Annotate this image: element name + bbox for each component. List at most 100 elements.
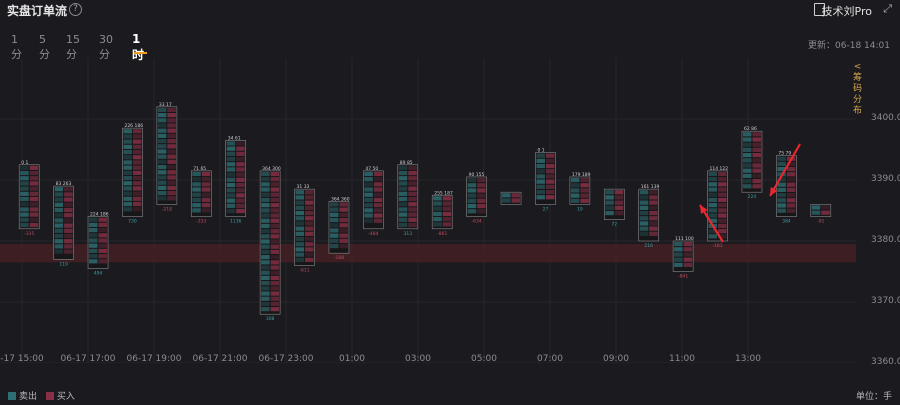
buy-volume-cell — [545, 189, 555, 195]
sell-volume-cell — [295, 221, 305, 226]
candle-delta-label: 72 — [611, 222, 617, 228]
buy-volume-cell — [339, 228, 348, 233]
sell-volume-cell — [467, 183, 477, 188]
sell-volume-cell — [708, 213, 718, 218]
buy-volume-cell — [29, 191, 39, 196]
x-axis-label: -17 15:00 — [0, 354, 44, 363]
buy-volume-cell — [752, 153, 761, 158]
buy-volume-cell — [236, 203, 245, 208]
chip-distribution-tab[interactable]: < 筹 码 分 布 — [852, 62, 863, 117]
buy-volume-cell — [614, 200, 624, 205]
buy-volume-cell — [201, 197, 211, 203]
buy-volume-cell — [270, 255, 280, 260]
candle-top-label: 226 186 — [124, 123, 143, 129]
sell-volume-cell — [295, 200, 305, 205]
tab-5min[interactable]: 5分 — [39, 33, 50, 61]
sell-volume-cell — [261, 291, 270, 296]
buy-volume-cell — [614, 210, 624, 216]
sell-volume-cell — [639, 231, 649, 236]
buy-volume-cell — [477, 193, 486, 198]
footprint-chart[interactable]: 0 1 -335 83 263 119 224 186 494 226 186 730 33 1… — [0, 58, 856, 363]
x-axis-label: 01:00 — [339, 354, 365, 363]
buy-volume-cell — [477, 198, 486, 203]
buy-volume-cell — [408, 217, 417, 222]
sell-volume-cell — [639, 205, 649, 210]
buy-volume-cell — [64, 202, 73, 207]
buy-volume-cell — [408, 202, 417, 207]
buy-volume-cell — [132, 191, 142, 196]
sell-volume-cell — [123, 196, 132, 201]
buy-volume-cell — [64, 187, 73, 192]
sell-volume-cell — [536, 184, 545, 189]
buy-volume-cell — [718, 182, 727, 187]
expand-icon[interactable]: ⤢ — [883, 2, 892, 15]
buy-volume-cell — [98, 217, 108, 222]
buy-volume-cell — [132, 160, 142, 165]
buy-volume-cell — [545, 174, 555, 179]
side-tab-char: 码 — [852, 84, 862, 94]
buy-volume-cell — [752, 173, 761, 178]
buy-volume-cell — [236, 162, 245, 167]
sell-volume-cell — [20, 186, 29, 191]
sell-volume-cell — [708, 229, 718, 234]
sell-volume-cell — [364, 192, 373, 197]
candle-top-label: 364 300 — [262, 166, 281, 172]
sell-volume-cell — [89, 259, 98, 264]
sell-volume-cell — [777, 208, 786, 213]
buy-volume-cell — [167, 180, 176, 185]
tab-1hour[interactable]: 1时 — [132, 32, 145, 62]
candle-delta-label: -841 — [678, 274, 688, 280]
candle-top-label: 33 17 — [159, 102, 172, 108]
sell-volume-cell — [742, 168, 752, 173]
sell-volume-cell — [364, 197, 373, 203]
sell-volume-cell — [467, 198, 477, 203]
sell-volume-cell — [536, 174, 545, 179]
sell-volume-cell — [708, 218, 718, 223]
buy-volume-cell — [167, 107, 176, 112]
price-band — [0, 244, 856, 263]
sell-volume-cell — [54, 213, 64, 218]
buy-volume-cell — [786, 167, 796, 172]
annotation-arrow-head — [770, 187, 778, 196]
pro-link[interactable]: 技术刘Pro — [821, 5, 872, 18]
buy-volume-cell — [752, 158, 761, 163]
sell-volume-cell — [639, 216, 649, 221]
sell-volume-cell — [157, 159, 167, 164]
tab-1min[interactable]: 1分 — [11, 33, 22, 61]
buy-volume-cell — [718, 171, 727, 177]
sell-volume-cell — [20, 202, 29, 207]
candle-delta-label: -188 — [334, 255, 344, 261]
buy-volume-cell — [718, 213, 727, 218]
footprint-candle: 161 139 216 — [638, 184, 659, 249]
x-axis-label: 11:00 — [669, 354, 695, 363]
buy-volume-cell — [270, 296, 280, 301]
tab-30min[interactable]: 30分 — [99, 33, 113, 61]
buy-volume-cell — [270, 301, 280, 307]
sell-volume-cell — [295, 252, 305, 257]
sell-volume-cell — [364, 213, 373, 218]
sell-volume-cell — [157, 191, 167, 196]
sell-volume-cell — [708, 234, 718, 239]
sell-volume-cell — [123, 155, 132, 160]
help-icon[interactable]: ? — [69, 3, 82, 16]
buy-volume-cell — [373, 213, 383, 218]
sell-volume-cell — [467, 188, 477, 193]
tab-15min[interactable]: 15分 — [66, 33, 80, 61]
buy-volume-cell — [649, 226, 658, 231]
candle-top-label: 224 186 — [90, 212, 109, 218]
buy-volume-cell — [236, 193, 245, 198]
footprint-candle: 33 17 -218 — [156, 102, 178, 212]
footprint-candle: 34 61 1136 — [225, 135, 247, 225]
sell-volume-cell — [364, 187, 373, 192]
sell-volume-cell — [261, 239, 270, 244]
candle-delta-label: -611 — [299, 267, 309, 273]
sell-volume-cell — [742, 163, 752, 168]
sell-volume-cell — [536, 179, 545, 184]
footprint-candle: 72 — [603, 188, 625, 228]
sell-volume-cell — [570, 183, 580, 188]
candle-delta-label: 119 — [59, 261, 68, 267]
page-title: 实盘订单流 — [7, 4, 68, 18]
buy-volume-cell — [373, 192, 383, 197]
buy-volume-cell — [339, 223, 348, 228]
buy-volume-cell — [373, 187, 383, 192]
